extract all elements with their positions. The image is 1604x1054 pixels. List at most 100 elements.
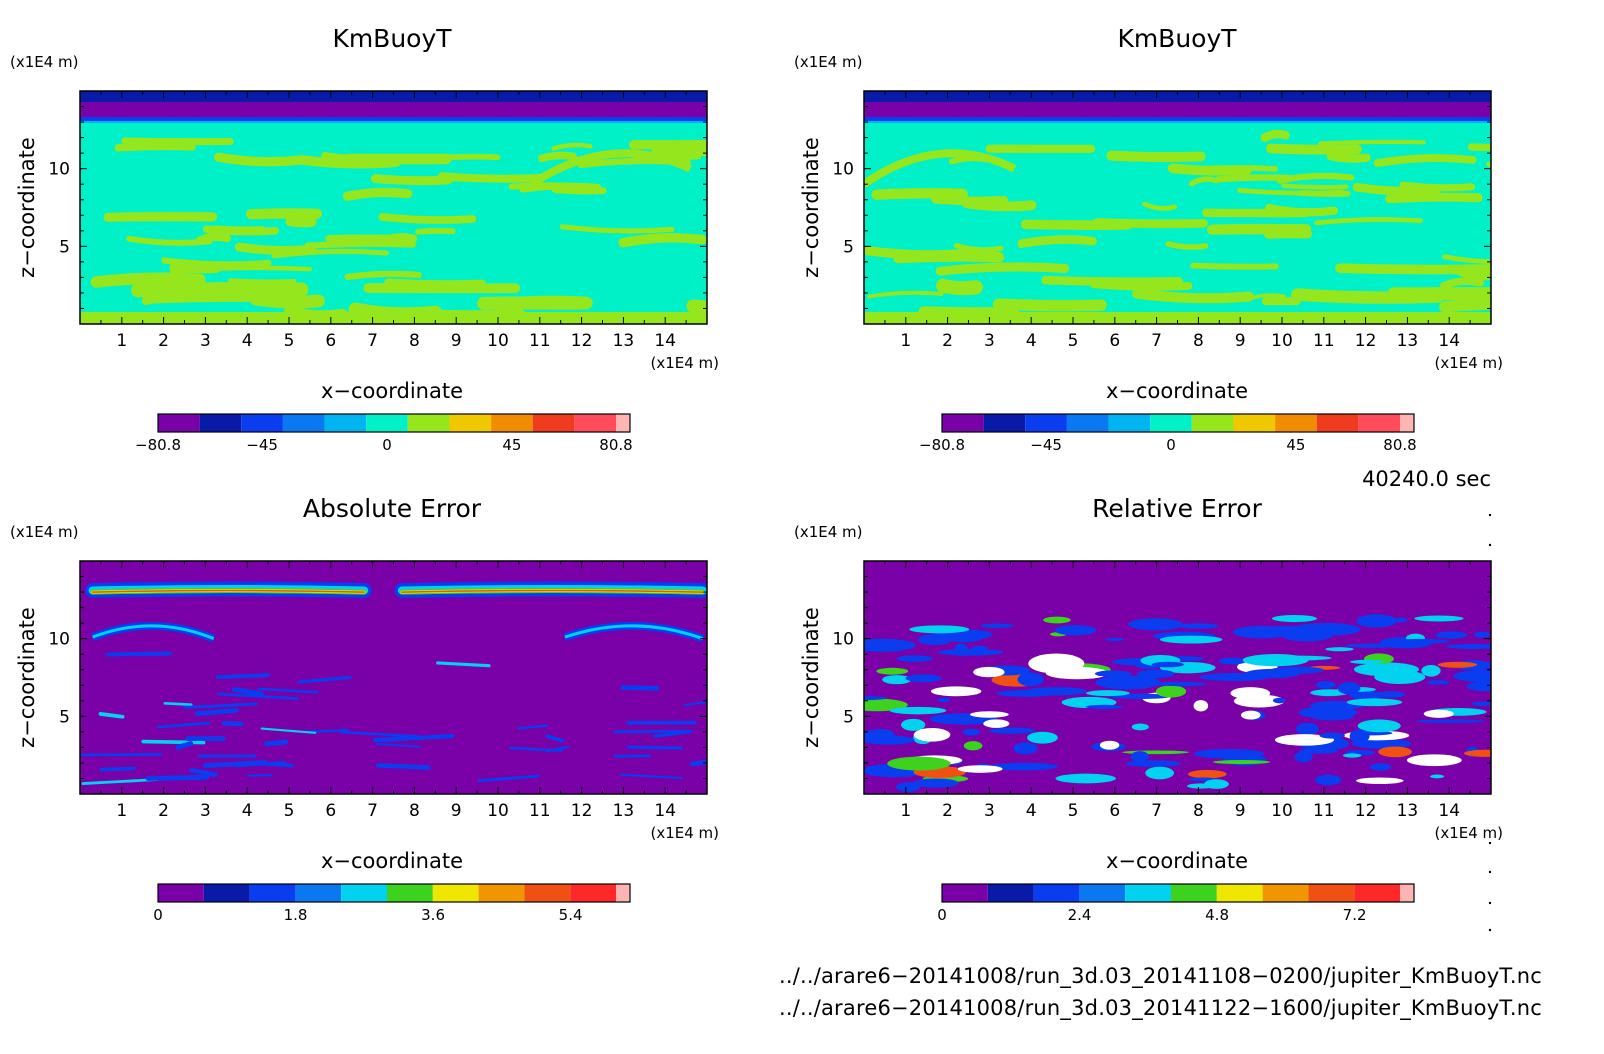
- error-blob: [864, 696, 888, 701]
- error-blob: [1295, 722, 1319, 735]
- colorbar-swatch: [1400, 414, 1414, 432]
- colorbar-swatch: [1108, 414, 1151, 432]
- positive-streak: [1318, 139, 1426, 146]
- error-blob: [1095, 675, 1161, 690]
- error-streak: [375, 742, 421, 748]
- positive-streak: [202, 225, 280, 236]
- error-blob: [1218, 657, 1247, 665]
- x-tick-label: 11: [1313, 331, 1335, 351]
- colorbar-swatch: [570, 884, 616, 902]
- error-blob: [1272, 697, 1286, 704]
- x-tick-label: 8: [409, 801, 420, 821]
- colorbar-swatch: [203, 884, 250, 902]
- error-blob: [1471, 701, 1491, 706]
- error-blob: [963, 741, 983, 751]
- error-blob: [1349, 690, 1384, 700]
- colorbar-swatch: [324, 414, 367, 432]
- error-blob: [1437, 661, 1478, 668]
- colorbar-swatch: [942, 884, 988, 902]
- colorbar-swatch: [1125, 884, 1171, 902]
- x-tick-label: 4: [242, 801, 253, 821]
- error-blob: [1136, 669, 1175, 679]
- error-blob: [1421, 664, 1441, 677]
- x-tick-label: 14: [654, 801, 676, 821]
- positive-streak: [283, 306, 349, 324]
- positive-streak: [1190, 262, 1279, 270]
- error-blob: [1105, 637, 1125, 641]
- x-tick-label: 9: [451, 801, 462, 821]
- error-blob: [1351, 738, 1412, 749]
- colorbar-swatch: [1033, 884, 1080, 902]
- x-tick-label: 4: [242, 331, 253, 351]
- error-blob: [1466, 681, 1491, 692]
- x-tick-label: 2: [158, 801, 169, 821]
- positive-streak: [559, 224, 675, 234]
- chart-title: Relative Error: [1092, 494, 1262, 523]
- layer-top-blue: [80, 117, 707, 121]
- colorbar-tick-label: −80.8: [135, 436, 181, 454]
- positive-streak: [344, 270, 422, 281]
- x-tick-label: 12: [1355, 331, 1377, 351]
- colorbar-tick-label: 80.8: [1383, 436, 1416, 454]
- error-blob: [887, 756, 951, 771]
- positive-streak: [1092, 218, 1208, 229]
- error-blob: [1415, 719, 1486, 723]
- positive-streak: [1188, 176, 1220, 187]
- error-streak: [517, 724, 549, 730]
- x-unit-label: (x1E4 m): [1434, 824, 1503, 842]
- error-streak: [234, 760, 287, 768]
- error-blob: [1151, 661, 1184, 668]
- colorbar-swatch: [1262, 884, 1309, 902]
- x-tick-label: 3: [200, 801, 211, 821]
- colorbar-tick-label: 0: [1166, 436, 1176, 454]
- error-arch: [92, 624, 215, 641]
- error-streak: [98, 712, 125, 719]
- positive-streak: [1142, 201, 1177, 211]
- x-tick-label: 5: [284, 331, 295, 351]
- x-tick-label: 13: [613, 801, 635, 821]
- error-blob: [971, 645, 988, 652]
- chart-title: KmBuoyT: [1117, 24, 1237, 53]
- error-blob: [1094, 670, 1132, 678]
- error-blob: [1193, 748, 1265, 759]
- positive-streak: [379, 174, 484, 182]
- positive-streak: [1352, 182, 1441, 196]
- positive-streak: [103, 212, 218, 222]
- colorbar-swatch: [1191, 414, 1234, 432]
- colorbar-tick-label: 7.2: [1343, 906, 1367, 924]
- x-tick-label: 10: [1271, 801, 1293, 821]
- error-band: [401, 589, 704, 593]
- colorbar-swatch: [1275, 414, 1317, 432]
- error-streak: [194, 708, 239, 717]
- error-blob: [1204, 779, 1229, 789]
- error-blob: [896, 655, 934, 662]
- positive-streak: [114, 142, 196, 152]
- error-blob: [864, 735, 915, 745]
- error-blob: [1131, 723, 1149, 731]
- error-blob: [1325, 647, 1354, 652]
- colorbar: 0 1.8 3.6 5.4: [153, 883, 631, 924]
- x-tick-label: 14: [654, 331, 676, 351]
- x-tick-label: 5: [284, 801, 295, 821]
- error-blob: [969, 711, 1009, 718]
- positive-streak: [651, 145, 707, 158]
- x-tick-label: 8: [1193, 801, 1204, 821]
- error-streak: [705, 680, 707, 685]
- colorbar-swatch: [249, 884, 296, 902]
- colorbar-swatch: [491, 414, 533, 432]
- error-blob: [1178, 623, 1219, 629]
- panel-bottom-right: Relative Error(x1E4 m)1 2 3 4 5 6 7 8 9 10 11 12 13 1…: [794, 494, 1503, 924]
- positive-streak: [1439, 298, 1491, 313]
- error-streak: [217, 692, 299, 700]
- error-blob: [1122, 750, 1189, 755]
- x-axis-label: x−coordinate: [321, 849, 463, 873]
- positive-streak: [618, 233, 707, 248]
- heatmap-field: [80, 91, 707, 324]
- x-tick-label: 2: [942, 331, 953, 351]
- y-tick-label: 5: [843, 237, 854, 257]
- positive-streak: [992, 298, 1107, 312]
- positive-streak: [1167, 163, 1253, 176]
- colorbar-tick-label: 80.8: [599, 436, 632, 454]
- error-blob: [1378, 746, 1412, 758]
- error-blob: [889, 706, 947, 715]
